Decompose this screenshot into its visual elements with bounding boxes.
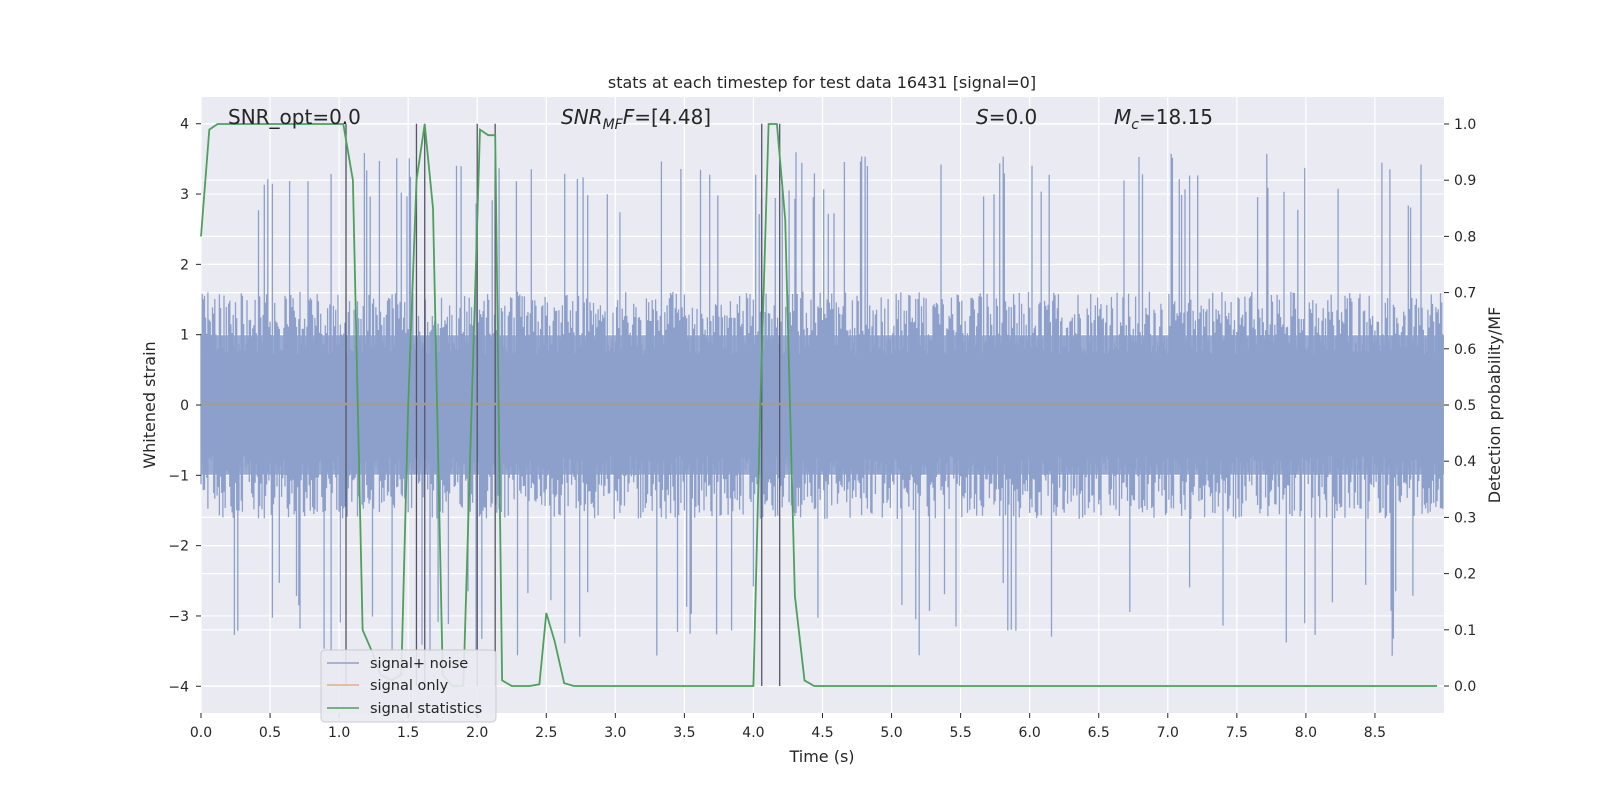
x-tick-labels: 0.0 0.5 1.0 1.5 2.0 2.5 3.0 3.5 4.0 4.5 5.0 5.5 6.0 6… — [190, 713, 1386, 741]
y-tick-label: 3 — [180, 187, 189, 203]
x-tick-label: 6.0 — [1019, 725, 1041, 741]
y2-tick-label: 0.1 — [1454, 623, 1476, 639]
y-tick-label: −2 — [168, 539, 189, 555]
annotation-mc-name: M — [1114, 105, 1131, 129]
y2-tick-label: 0.5 — [1454, 398, 1476, 414]
annotation-snr-mf-sub: MF — [603, 117, 624, 133]
x-tick-label: 5.0 — [880, 725, 902, 741]
y-axis-label: Whitened strain — [140, 341, 159, 468]
chart-title: stats at each timestep for test data 164… — [608, 73, 1036, 92]
x-tick-label: 6.5 — [1088, 725, 1110, 741]
y-tick-label: 4 — [180, 117, 189, 133]
legend-label-statistics: signal statistics — [370, 701, 482, 717]
annotation-s-name: S — [976, 105, 989, 129]
y2-tick-label: 1.0 — [1454, 117, 1476, 133]
annotation-s: S=0.0 — [976, 105, 1037, 129]
y2-tick-label: 0.9 — [1454, 173, 1476, 189]
y2-tick-labels: 1.0 0.9 0.8 0.7 0.6 0.5 0.4 0.3 0.2 0.1 0.0 — [1444, 117, 1476, 695]
y2-tick-label: 0.0 — [1454, 679, 1476, 695]
y-tick-label: −3 — [168, 609, 189, 625]
x-tick-label: 8.0 — [1295, 725, 1317, 741]
annotation-snr-mf: SNRMFF=[4.48] — [561, 105, 711, 133]
y2-axis-label: Detection probability/MF — [1485, 307, 1504, 504]
x-tick-label: 1.5 — [397, 725, 419, 741]
y2-tick-label: 0.6 — [1454, 342, 1476, 358]
x-tick-label: 8.5 — [1364, 725, 1386, 741]
x-tick-label: 3.5 — [673, 725, 695, 741]
x-axis-label: Time (s) — [788, 747, 854, 766]
annotation-snr-mf-value: =[4.48] — [634, 105, 711, 129]
x-tick-label: 7.0 — [1157, 725, 1179, 741]
x-tick-label: 4.0 — [742, 725, 764, 741]
y2-tick-label: 0.3 — [1454, 510, 1476, 526]
x-tick-label: 5.5 — [949, 725, 971, 741]
signal-statistics-line — [200, 123, 1438, 687]
x-tick-label: 2.5 — [535, 725, 557, 741]
x-tick-label: 1.0 — [328, 725, 350, 741]
legend: signal+ noise signal only signal statist… — [320, 649, 497, 723]
annotation-s-value: =0.0 — [989, 105, 1038, 129]
x-tick-label: 7.5 — [1226, 725, 1248, 741]
legend-label-noise: signal+ noise — [370, 656, 468, 672]
annotations: SNR_opt=0.0 SNRMFF=[4.48] S=0.0 Mc=18.15 — [228, 105, 1213, 133]
y-tick-label: 2 — [180, 257, 189, 273]
x-tick-label: 4.5 — [811, 725, 833, 741]
x-tick-label: 0.5 — [259, 725, 281, 741]
y2-tick-label: 0.7 — [1454, 286, 1476, 302]
y-tick-label: 0 — [180, 398, 189, 414]
x-tick-label: 2.0 — [466, 725, 488, 741]
y-tick-label: −4 — [168, 679, 189, 695]
annotation-mc-sub: c — [1131, 117, 1139, 133]
y2-tick-label: 0.2 — [1454, 567, 1476, 583]
x-tick-label: 0.0 — [190, 725, 212, 741]
x-tick-label: 3.0 — [604, 725, 626, 741]
annotation-snr-opt: SNR_opt=0.0 — [228, 105, 361, 129]
y2-tick-label: 0.4 — [1454, 454, 1476, 470]
legend-label-signal-only: signal only — [370, 678, 449, 694]
annotation-snr-mf-name: SNR — [561, 105, 603, 129]
legend-box — [320, 649, 497, 723]
annotation-snr-mf-tail: F — [623, 105, 635, 129]
annotation-mc: Mc=18.15 — [1114, 105, 1213, 133]
y-tick-label: −1 — [168, 468, 189, 484]
y2-tick-label: 0.8 — [1454, 229, 1476, 245]
y-tick-labels: 4 3 2 1 0 −1 −2 −3 −4 — [168, 117, 201, 695]
annotation-mc-value: =18.15 — [1139, 105, 1213, 129]
signal-statistics-series — [200, 123, 1438, 687]
y-tick-label: 1 — [180, 328, 189, 344]
